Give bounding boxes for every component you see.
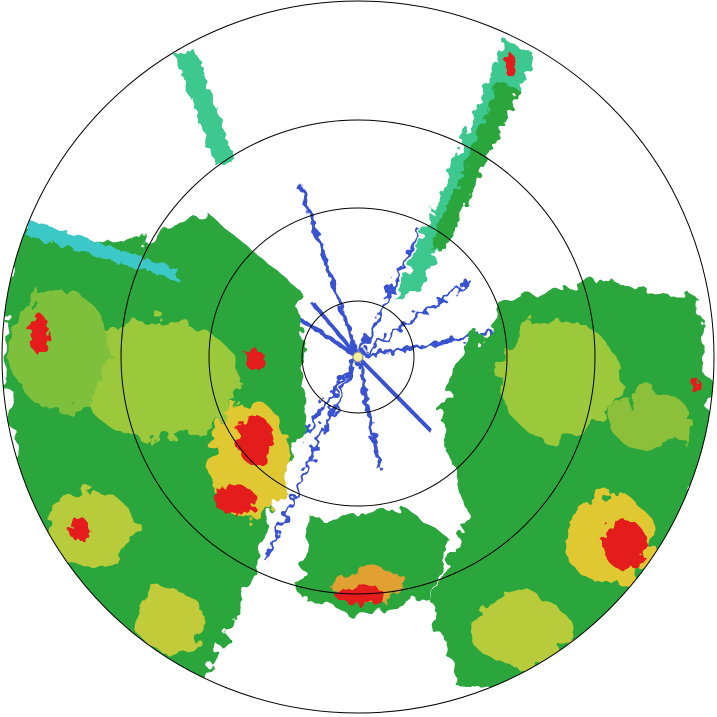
cores <box>30 53 700 604</box>
streaks <box>25 40 535 300</box>
range-ring <box>208 207 508 507</box>
echo-left <box>5 215 305 680</box>
radar-site <box>352 351 364 363</box>
range-ring <box>301 300 415 414</box>
range-ring <box>120 119 596 595</box>
